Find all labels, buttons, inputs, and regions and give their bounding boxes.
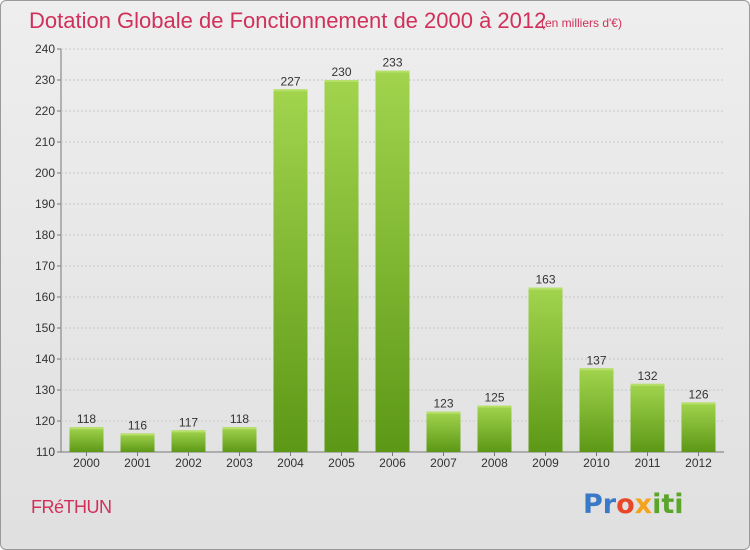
logo-part-3: x <box>634 489 653 520</box>
y-tick-label: 190 <box>35 197 55 211</box>
bar-highlight <box>273 89 308 92</box>
data-label: 126 <box>688 387 708 401</box>
bar-2005 <box>324 80 359 452</box>
bar-2006 <box>375 70 410 452</box>
bar-2012 <box>681 402 716 452</box>
x-tick-label: 2007 <box>430 456 457 470</box>
y-tick-label: 230 <box>35 73 55 87</box>
y-tick-label: 210 <box>35 135 55 149</box>
x-tick-label: 2012 <box>685 456 712 470</box>
x-tick-label: 2004 <box>277 456 304 470</box>
logo-part-4: iti <box>652 489 684 520</box>
bar-highlight <box>222 427 257 430</box>
data-label: 123 <box>433 397 453 411</box>
x-tick-label: 2001 <box>124 456 151 470</box>
bar-highlight <box>324 80 359 82</box>
data-label: 116 <box>128 418 147 432</box>
y-tick-label: 130 <box>35 383 55 397</box>
y-tick-label: 170 <box>35 259 55 273</box>
chart-title: Dotation Globale de Fonctionnement de 20… <box>29 8 547 33</box>
bar-2000 <box>69 427 104 452</box>
x-tick-label: 2008 <box>481 456 508 470</box>
bar-highlight <box>528 287 563 290</box>
data-label: 230 <box>331 65 351 79</box>
bar-2008 <box>477 405 512 452</box>
x-tick-label: 2006 <box>379 456 406 470</box>
bar-2001 <box>120 433 155 452</box>
logo-part-2: o <box>616 489 635 520</box>
data-label: 118 <box>230 412 249 426</box>
bar-2011 <box>630 383 665 452</box>
y-tick-label: 200 <box>35 166 55 180</box>
data-label: 132 <box>637 369 657 383</box>
commune-name: FRéTHUN <box>31 497 112 517</box>
data-label: 125 <box>484 391 504 405</box>
bar-highlight <box>171 430 206 433</box>
bar-highlight <box>681 402 716 405</box>
logo-part-1: Pr <box>583 489 617 520</box>
bar-2010 <box>579 368 614 452</box>
bar-2007 <box>426 411 461 452</box>
bar-2003 <box>222 427 257 452</box>
bar-highlight <box>375 70 410 73</box>
data-label: 118 <box>77 412 96 426</box>
data-label: 163 <box>535 273 555 287</box>
y-tick-label: 120 <box>35 414 55 428</box>
y-tick-label: 160 <box>35 290 55 304</box>
bar-2002 <box>171 430 206 452</box>
y-tick-label: 110 <box>36 445 55 459</box>
y-tick-label: 220 <box>35 104 55 118</box>
y-tick-label: 240 <box>35 42 55 56</box>
bar-2009 <box>528 287 563 452</box>
x-tick-label: 2000 <box>73 456 100 470</box>
bar-highlight <box>426 411 461 414</box>
bar-highlight <box>477 405 512 408</box>
y-tick-label: 140 <box>35 352 55 366</box>
data-label: 227 <box>280 74 300 88</box>
y-tick-label: 150 <box>35 321 55 335</box>
x-tick-label: 2005 <box>328 456 355 470</box>
x-tick-label: 2011 <box>635 456 661 470</box>
x-tick-label: 2003 <box>226 456 253 470</box>
bar-highlight <box>69 427 104 430</box>
x-tick-label: 2010 <box>583 456 610 470</box>
data-label: 233 <box>382 56 402 70</box>
bar-highlight <box>579 368 614 371</box>
proxiti-logo: Proxiti <box>583 489 684 520</box>
bar-2004 <box>273 89 308 453</box>
bar-highlight <box>630 383 665 386</box>
y-tick-label: 180 <box>35 228 55 242</box>
x-tick-label: 2002 <box>175 456 202 470</box>
data-label: 137 <box>586 353 606 367</box>
data-label: 117 <box>179 415 198 429</box>
bar-highlight <box>120 433 155 436</box>
x-tick-label: 2009 <box>532 456 559 470</box>
chart-subtitle: (en milliers d'€) <box>541 16 622 30</box>
